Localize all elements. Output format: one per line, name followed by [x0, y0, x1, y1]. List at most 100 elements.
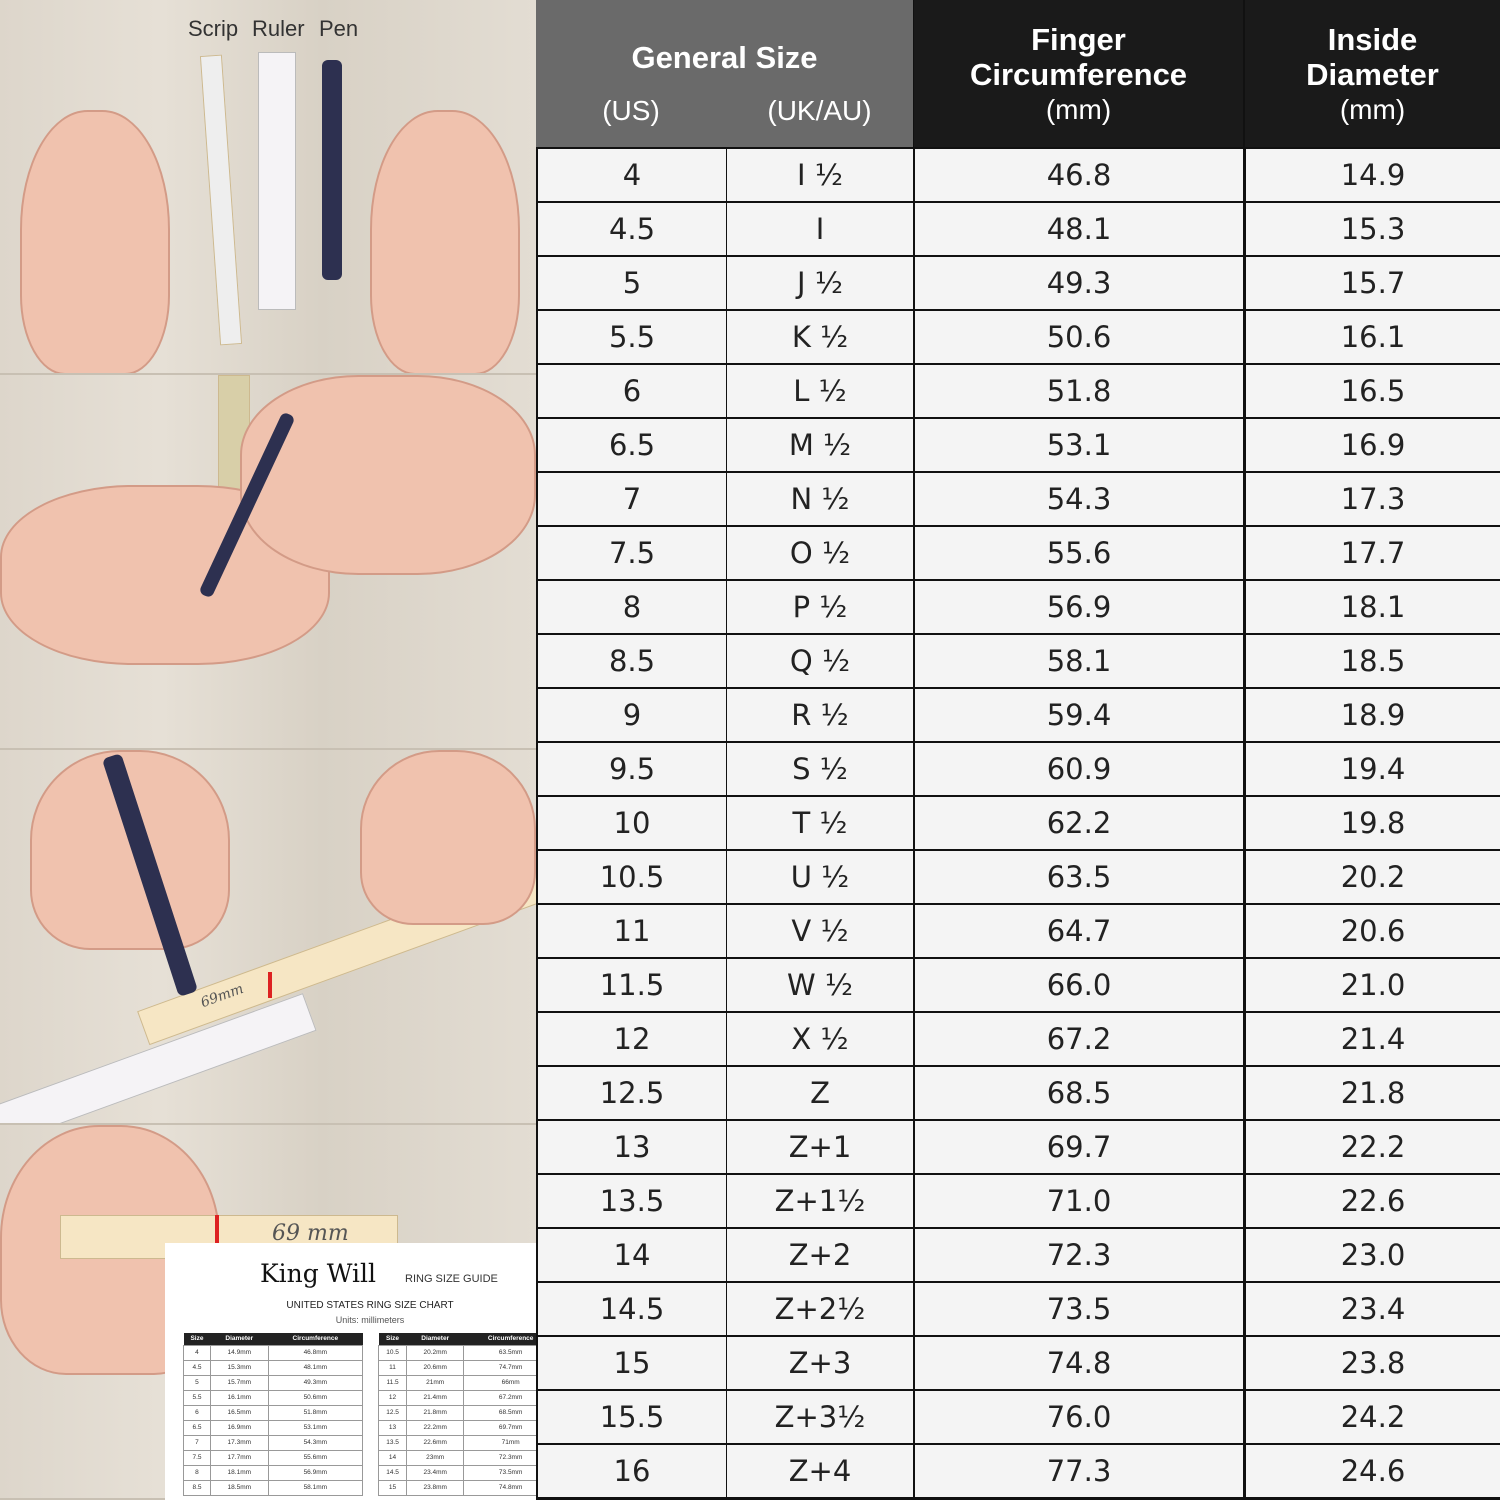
mini-row: 12 21.4mm 67.2mm — [377, 1389, 536, 1406]
uk-au-size-cell: Z+3½ — [727, 1391, 913, 1443]
finger-circumference-cell: 72.3 — [915, 1229, 1243, 1281]
inside-diameter-cell: 16.1 — [1246, 311, 1500, 363]
mini-cell: 23.4mm — [406, 1464, 465, 1481]
mini-cell: 72.3mm — [463, 1449, 536, 1466]
mini-row: 13.5 22.6mm 71mm — [377, 1434, 536, 1451]
table-row: 10 T ½ 62.2 19.8 — [536, 795, 1500, 849]
mini-row: 11.5 21mm 66mm — [377, 1374, 536, 1391]
mini-row: 4.5 15.3mm 48.1mm — [183, 1359, 364, 1376]
mini-cell: 12 — [377, 1389, 408, 1406]
mini-row: 8 18.1mm 56.9mm — [183, 1464, 364, 1481]
mini-row: 6.5 16.9mm 53.1mm — [183, 1419, 364, 1436]
mini-cell: 17.7mm — [209, 1449, 269, 1466]
finger-circumference-cell: 46.8 — [915, 149, 1243, 201]
step-1-tools-panel: Scrip Ruler Pen — [0, 0, 536, 375]
inside-diameter-cell: 18.1 — [1246, 581, 1500, 633]
mini-row: 13 22.2mm 69.7mm — [377, 1419, 536, 1436]
us-size-cell: 13 — [538, 1121, 726, 1173]
mini-cell: 58.1mm — [267, 1479, 364, 1496]
mini-cell: 16.9mm — [209, 1419, 269, 1436]
inside-diameter-cell: 16.9 — [1246, 419, 1500, 471]
uk-au-size-cell: V ½ — [727, 905, 913, 957]
uk-au-size-cell: X ½ — [727, 1013, 913, 1065]
uk-au-size-cell: T ½ — [727, 797, 913, 849]
table-row: 14.5 Z+2½ 73.5 23.4 — [536, 1281, 1500, 1335]
uk-au-size-cell: K ½ — [727, 311, 913, 363]
mini-cell: 48.1mm — [267, 1359, 364, 1376]
inside-diameter-cell: 18.5 — [1246, 635, 1500, 687]
header-general-size: General Size (US) (UK/AU) — [536, 0, 913, 147]
mini-cell: 8.5 — [183, 1479, 211, 1496]
finger-circumference-cell: 54.3 — [915, 473, 1243, 525]
finger-circumference-cell: 73.5 — [915, 1283, 1243, 1335]
mini-header: Circumference — [463, 1333, 536, 1345]
finger-circumference-cell: 74.8 — [915, 1337, 1243, 1389]
mini-cell: 21mm — [406, 1374, 465, 1391]
us-size-cell: 14 — [538, 1229, 726, 1281]
mini-cell: 5.5 — [183, 1389, 211, 1406]
us-size-cell: 15 — [538, 1337, 726, 1389]
finger-circumference-cell: 62.2 — [915, 797, 1243, 849]
mini-header: Size — [378, 1333, 407, 1345]
inside-diameter-cell: 19.4 — [1246, 743, 1500, 795]
mini-header: Size — [183, 1333, 211, 1345]
ruler — [258, 52, 296, 310]
mini-cell: 21.8mm — [406, 1404, 465, 1421]
inside-diameter-cell: 18.9 — [1246, 689, 1500, 741]
uk-au-size-cell: S ½ — [727, 743, 913, 795]
right-hand — [370, 110, 520, 373]
uk-au-size-cell: O ½ — [727, 527, 913, 579]
mini-cell: 54.3mm — [267, 1434, 364, 1451]
label-pen: Pen — [319, 16, 359, 41]
finger-circumference-cell: 68.5 — [915, 1067, 1243, 1119]
mini-cell: 8 — [183, 1464, 211, 1481]
us-size-cell: 6.5 — [538, 419, 726, 471]
mini-cell: 6 — [183, 1404, 211, 1421]
us-size-cell: 11.5 — [538, 959, 726, 1011]
mini-cell: 67.2mm — [463, 1389, 536, 1406]
header-us: (US) — [602, 95, 660, 126]
us-size-cell: 5 — [538, 257, 726, 309]
header-dia-line1: Inside — [1327, 22, 1418, 57]
finger-circumference-cell: 77.3 — [915, 1445, 1243, 1497]
mini-cell: 73.5mm — [463, 1464, 536, 1481]
mini-cell: 66mm — [463, 1374, 536, 1391]
mini-header: Circumference — [268, 1333, 363, 1345]
mini-row: 5 15.7mm 49.3mm — [183, 1374, 364, 1391]
mini-cell: 18.1mm — [209, 1464, 269, 1481]
mini-cell: 23mm — [406, 1449, 465, 1466]
mini-cell: 71mm — [463, 1434, 536, 1451]
step-2-wrap-panel — [0, 375, 536, 750]
mini-table-left: Size Diameter Circumference 4 14.9mm 46.8mm 4.… — [183, 1333, 364, 1496]
mini-cell: 16.5mm — [209, 1404, 269, 1421]
mini-cell: 53.1mm — [267, 1419, 364, 1436]
mini-cell: 22.6mm — [406, 1434, 465, 1451]
finger-circumference-cell: 49.3 — [915, 257, 1243, 309]
uk-au-size-cell: U ½ — [727, 851, 913, 903]
mini-cell: 13.5 — [377, 1434, 408, 1451]
inside-diameter-cell: 17.7 — [1246, 527, 1500, 579]
writing-hand — [30, 750, 230, 950]
inside-diameter-cell: 15.3 — [1246, 203, 1500, 255]
us-size-cell: 4 — [538, 149, 726, 201]
mini-cell: 5 — [183, 1374, 211, 1391]
mini-cell: 69.7mm — [463, 1419, 536, 1436]
brand-logo: King Will — [260, 1259, 376, 1288]
mini-row: 14.5 23.4mm 73.5mm — [377, 1464, 536, 1481]
label-scrip: Scrip — [188, 16, 239, 41]
mini-cell: 50.6mm — [267, 1389, 364, 1406]
inside-diameter-cell: 22.6 — [1246, 1175, 1500, 1227]
inside-diameter-cell: 16.5 — [1246, 365, 1500, 417]
mini-cell: 11.5 — [377, 1374, 408, 1391]
label-ruler: Ruler — [252, 16, 305, 41]
mini-cell: 12.5 — [377, 1404, 408, 1421]
inside-diameter-cell: 14.9 — [1246, 149, 1500, 201]
us-size-cell: 16 — [538, 1445, 726, 1497]
mini-cell: 74.8mm — [463, 1479, 536, 1496]
header-circ-line1: Finger — [1031, 22, 1126, 57]
header-dia-line2: Diameter — [1306, 57, 1439, 92]
